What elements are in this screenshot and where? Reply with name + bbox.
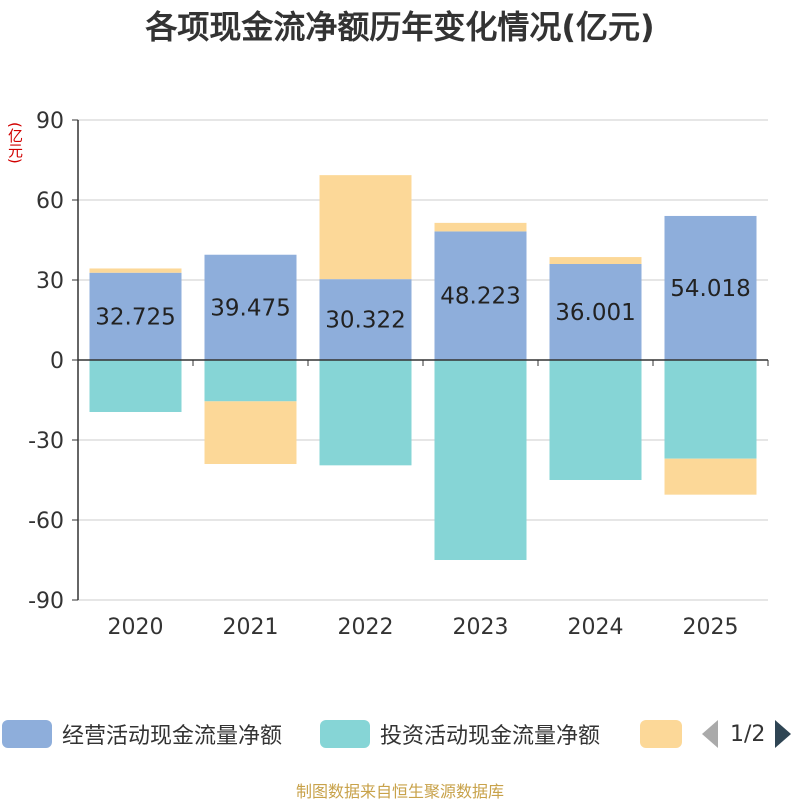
x-tick-label: 2025 (683, 615, 739, 640)
bar-investing (89, 360, 182, 412)
data-label: 32.725 (95, 304, 175, 330)
data-label: 36.001 (555, 300, 635, 326)
legend-label-operating: 经营活动现金流量净额 (62, 724, 283, 749)
y-axis-unit-label: (亿元) (6, 122, 24, 164)
bar-financing (434, 222, 527, 232)
bar-financing (89, 268, 182, 273)
data-label: 39.475 (210, 295, 290, 321)
legend-swatch-financing (640, 720, 682, 748)
bar-investing (664, 360, 757, 459)
legend-swatch-operating (2, 720, 52, 748)
bar-operating (434, 231, 527, 360)
bar-operating (664, 215, 757, 360)
bar-financing (549, 257, 642, 264)
legend-label-investing: 投资活动现金流量净额 (380, 724, 601, 749)
bar-financing (664, 458, 757, 495)
legend-swatch-investing (320, 720, 370, 748)
legend-page-indicator: 1/2 (730, 721, 766, 747)
bar-investing (319, 360, 412, 466)
legend: 经营活动现金流量净额 投资活动现金流量净额 1/2 (0, 716, 800, 756)
data-label: 54.018 (670, 276, 750, 302)
bar-operating (319, 279, 412, 360)
y-tick-label: 0 (50, 349, 64, 374)
bar-operating (204, 254, 297, 360)
data-source-note: 制图数据来自恒生聚源数据库 (295, 782, 504, 801)
x-tick-label: 2024 (568, 615, 624, 640)
legend-item-investing[interactable]: 投资活动现金流量净额 (320, 716, 600, 752)
y-tick-label: 60 (36, 189, 64, 214)
x-tick-label: 2020 (108, 615, 164, 640)
y-tick-label: -90 (28, 589, 64, 614)
bar-operating (549, 263, 642, 360)
legend-item-operating[interactable]: 经营活动现金流量净额 (2, 716, 282, 752)
y-tick-label: 30 (36, 269, 64, 294)
x-tick-label: 2023 (453, 615, 509, 640)
legend-pager: 1/2 (702, 716, 792, 752)
bar-investing (434, 360, 527, 560)
x-tick-label: 2021 (223, 615, 279, 640)
y-tick-label: 90 (36, 109, 64, 134)
legend-next-page-icon[interactable] (775, 720, 792, 748)
bar-operating (89, 272, 182, 360)
data-label: 48.223 (440, 284, 520, 310)
bar-investing (549, 360, 642, 480)
chart-title: 各项现金流净额历年变化情况(亿元) (145, 8, 655, 46)
bar-financing (204, 401, 297, 464)
y-tick-label: -30 (28, 429, 64, 454)
bar-chart: 90 60 30 0 -30 -60 -90 32.725 39.475 30.322 48.223… (28, 109, 769, 640)
data-label: 30.322 (325, 308, 405, 334)
bar-investing (204, 360, 297, 402)
y-tick-label: -60 (28, 509, 64, 534)
bar-financing (319, 175, 412, 280)
x-tick-label: 2022 (338, 615, 394, 640)
legend-item-financing[interactable] (640, 716, 682, 752)
legend-prev-page-icon[interactable] (702, 720, 718, 748)
